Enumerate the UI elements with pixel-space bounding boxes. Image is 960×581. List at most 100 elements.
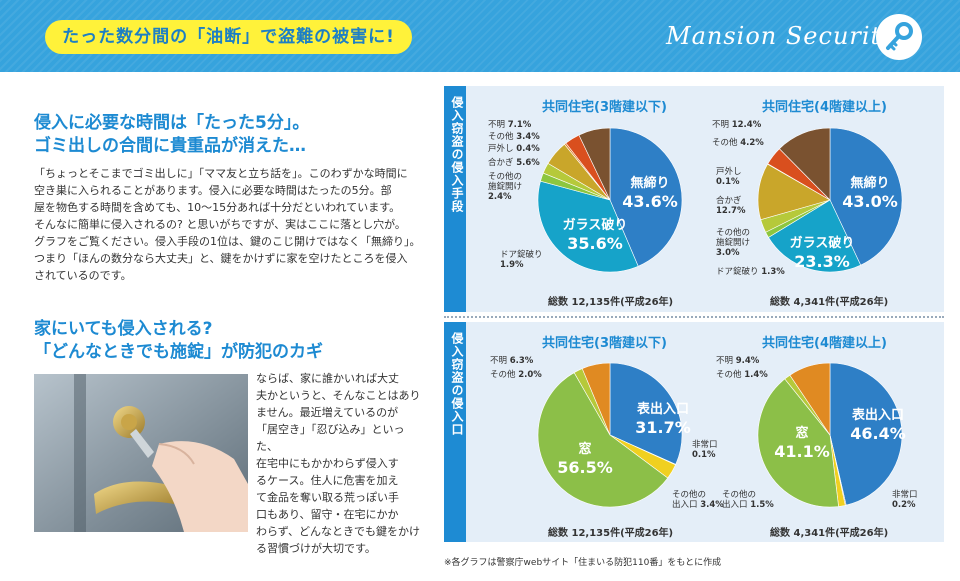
chart4-label-other: その他 1.4%: [716, 370, 768, 380]
label-value: 0.2%: [892, 500, 916, 510]
section1-heading-line2: ゴミ出しの合間に貴重品が消えた…: [34, 136, 306, 156]
section1-line: 「ちょっとそこまでゴミ出しに」「ママ友と立ち話を」。このわずかな時間に: [34, 167, 408, 180]
pie-slice-4: [757, 378, 839, 508]
intrusion-method-tab: 侵入窃盗の侵入手段: [444, 86, 466, 312]
chart3-main-name: 表出入口: [636, 402, 689, 417]
chart4-pie: [757, 362, 903, 508]
section2-body: ならば、家に誰かいれば大丈 夫かというと、そんなことはあり ません。最近増えてい…: [256, 370, 426, 557]
label-name: その他: [490, 370, 516, 380]
pie-slice-4: [537, 372, 669, 508]
chart3-label-emergency: 非常口 0.1%: [692, 440, 718, 460]
label-name: 戸外し: [716, 167, 742, 177]
chart2-second-label: ガラス破り 23.3%: [782, 236, 862, 271]
chart1-label-other: その他 3.4%: [488, 132, 540, 142]
chart2-second-name: ガラス破り: [789, 236, 855, 251]
label-name: 合かぎ: [488, 158, 514, 168]
chart2-title: 共同住宅(4階建以上): [762, 100, 887, 115]
label-name: 出入口: [722, 500, 748, 510]
chart4-second-name: 窓: [795, 426, 809, 441]
section2-line: わらず、どんなときでも鍵をかけ: [256, 525, 421, 538]
label-value: 3.0%: [716, 248, 740, 258]
chart4-label-unknown: 不明 9.4%: [716, 356, 759, 366]
label-value: 2.0%: [518, 370, 542, 380]
label-name: その他の: [672, 490, 707, 500]
chart2-label-other-unlock: その他の 施錠開け 3.0%: [716, 228, 750, 258]
chart4-main-label: 表出入口 46.4%: [845, 408, 911, 443]
chart2-pie: [757, 127, 903, 273]
chart3-second-value: 56.5%: [557, 457, 613, 477]
section2-heading-line2: 「どんなときでも施錠」が防犯のカギ: [34, 342, 323, 362]
key-icon: [876, 14, 922, 60]
chart1-second-name: ガラス破り: [562, 218, 628, 233]
label-value: 0.1%: [692, 450, 716, 460]
label-name: 不明: [712, 120, 730, 130]
section2-line: 「居空き」「忍び込み」といった、: [256, 423, 405, 453]
pie-slice-2: [537, 180, 639, 273]
chart2-main-value: 43.0%: [842, 191, 898, 211]
label-value: 2.4%: [488, 192, 512, 202]
label-value: 12.7%: [716, 206, 746, 216]
chart2-label-other: その他 4.2%: [712, 138, 764, 148]
label-name: 非常口: [892, 490, 918, 500]
label-name: 出入口: [672, 500, 698, 510]
label-value: 0.1%: [716, 177, 740, 187]
chart4-second-label: 窓 41.1%: [772, 426, 832, 461]
label-name: 施錠開け: [716, 238, 751, 248]
section2-line: る習慣づけが大切です。: [256, 542, 376, 555]
label-name: その他の: [722, 490, 757, 500]
label-value: 5.6%: [516, 158, 540, 168]
label-value: 1.3%: [761, 267, 785, 277]
section2-line: るケース。住人に危害を加え: [256, 474, 399, 487]
label-name: 不明: [488, 120, 506, 130]
chart2-label-key: 合かぎ 12.7%: [716, 196, 746, 216]
label-name: 戸外し: [488, 144, 514, 154]
chart1-title: 共同住宅(3階建以下): [542, 100, 667, 115]
footnote: ※各グラフは警察庁webサイト「住まいる防犯110番」をもとに作成: [444, 558, 722, 568]
section1-line: 空き巣に入られることがあります。侵入に必要な時間はたったの5分。部: [34, 184, 392, 197]
section2-line: ません。最近増えているのが: [256, 406, 399, 419]
section1-line: されているのです。: [34, 269, 132, 282]
label-value: 3.4%: [700, 500, 724, 510]
section2-line: ならば、家に誰かいれば大丈: [256, 372, 399, 385]
label-value: 3.4%: [516, 132, 540, 142]
chart3-total: 総数 12,135件(平成26年): [548, 528, 674, 539]
label-name: ドア錠破り: [716, 267, 759, 277]
chart1-label-key: 合かぎ 5.6%: [488, 158, 540, 168]
pie-slice-8: [578, 127, 611, 201]
chart1-main-label: 無締り 43.6%: [620, 176, 680, 211]
section1-body: 「ちょっとそこまでゴミ出しに」「ママ友と立ち話を」。このわずかな時間に 空き巣に…: [34, 165, 422, 284]
section1-heading-line1: 侵入に必要な時間は「たった5分」。: [34, 113, 310, 133]
chart3-title: 共同住宅(3階建以下): [542, 336, 667, 351]
chart3-main-label: 表出入口 31.7%: [630, 402, 696, 437]
label-value: 1.5%: [750, 500, 774, 510]
pie-slice-6: [581, 362, 611, 436]
label-name: 施錠開け: [488, 182, 523, 192]
chart1-label-door-off: 戸外し 0.4%: [488, 144, 540, 154]
pie-slice-6: [789, 362, 831, 436]
section2-line: 在宅中にもかかわらず侵入す: [256, 457, 399, 470]
section2-line: 口もあり、留守・在宅にかか: [256, 508, 399, 521]
chart4-label-emergency: 非常口 0.2%: [892, 490, 918, 510]
header-banner: たった数分間の「油断」で盗難の被害に! Mansion Security: [0, 0, 960, 72]
chart1-second-label: ガラス破り 35.6%: [555, 218, 635, 253]
chart4-second-value: 41.1%: [774, 441, 830, 461]
pie-slice-1: [609, 127, 683, 267]
chart4-main-value: 46.4%: [850, 423, 906, 443]
label-value: 7.1%: [507, 120, 532, 130]
chart1-second-value: 35.6%: [567, 233, 623, 253]
label-name: その他: [716, 370, 742, 380]
chart2-label-door-lock: ドア錠破り 1.3%: [716, 267, 785, 277]
chart3-label-unknown: 不明 6.3%: [490, 356, 533, 366]
chart2-main-name: 無締り: [850, 176, 890, 191]
chart1-pie: [537, 127, 683, 273]
chart3-main-value: 31.7%: [635, 417, 691, 437]
pie-slice-8: [778, 127, 831, 201]
label-name: ドア錠破り: [500, 250, 543, 260]
section1-line: グラフをご覧ください。侵入手段の1位は、鍵のこじ開けではなく「無締り」。: [34, 235, 421, 248]
brand-logo-text: Mansion Security: [666, 22, 896, 50]
banner-title: たった数分間の「油断」で盗難の被害に!: [45, 20, 412, 54]
section2-heading: 家にいても侵入される? 「どんなときでも施錠」が防犯のカギ: [34, 318, 323, 364]
section1-heading: 侵入に必要な時間は「たった5分」。 ゴミ出しの合間に貴重品が消えた…: [34, 112, 309, 158]
label-value: 1.9%: [500, 260, 524, 270]
